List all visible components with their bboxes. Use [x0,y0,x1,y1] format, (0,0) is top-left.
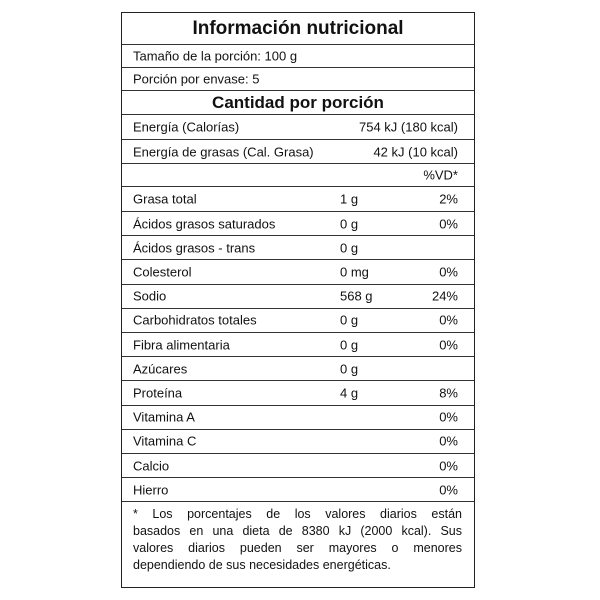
nutrient-dv: 0% [439,312,458,328]
energy-row: Energía (Calorías) 754 kJ (180 kcal) [122,115,474,140]
nutrient-name: Proteína [133,385,183,401]
nutrient-amount: 0 mg [340,264,369,280]
nutrient-amount: 0 g [340,361,359,377]
nutrient-name: Grasa total [133,191,197,207]
nutrient-row: Vitamina A 0% [122,406,474,430]
nutrient-dv: 0% [439,216,458,232]
nutrient-name: Fibra alimentaria [133,337,230,353]
energy-value: 754 kJ (180 kcal) [359,119,458,135]
nutrient-row: Sodio 568 g 24% [122,285,474,309]
nutrient-name: Ácidos grasos saturados [133,216,276,232]
nutrient-amount: 0 g [340,216,359,232]
nutrient-name: Ácidos grasos - trans [133,240,256,256]
subtitle: Cantidad por porción [212,92,384,112]
nutrient-name: Hierro [133,482,169,498]
nutrient-name: Azúcares [133,361,188,377]
nutrient-row: Hierro 0% [122,478,474,503]
nutrient-amount: 568 g [340,288,373,304]
energy-name: Energía (Calorías) [133,119,240,135]
nutrient-row: Ácidos grasos - trans 0 g [122,236,474,261]
nutrient-amount: 1 g [340,191,359,207]
fat-energy-value: 42 kJ (10 kcal) [373,144,458,159]
nutrient-dv: 0% [439,337,458,353]
nutrient-amount: 0 g [340,312,359,328]
nutrient-row: Calcio 0% [122,454,474,479]
serving-size: Tamaño de la porción: 100 g [133,48,298,64]
nutrient-row: Ácidos grasos saturados 0 g 0% [122,212,474,237]
footnote-line: basados en una dieta de 8380 kJ (2000 kc… [133,524,462,539]
nutrient-name: Sodio [133,288,167,304]
nutrient-dv: 24% [431,288,458,304]
nutrient-row: Grasa total 1 g 2% [122,187,474,212]
nutrient-row: Proteína 4 g 8% [122,381,474,406]
nutrient-dv: 0% [439,409,458,425]
nutrient-dv: 0% [439,264,458,280]
nutrient-dv: 0% [439,433,458,449]
nutrient-row: Fibra alimentaria 0 g 0% [122,333,474,358]
fat-energy-row: Energía de grasas (Cal. Grasa) 42 kJ (10 … [122,140,474,164]
nutrient-name: Vitamina A [133,409,195,425]
nutrient-name: Carbohidratos totales [133,312,257,328]
nutrition-label: Información nutricional Tamaño de la porc… [121,12,475,588]
nutrient-row: Colesterol 0 mg 0% [122,260,474,285]
servings-row: Porción por envase: 5 [122,68,474,91]
serving-row: Tamaño de la porción: 100 g [122,45,474,68]
nutrient-amount: 4 g [340,385,359,401]
nutrient-row: Vitamina C 0% [122,430,474,454]
title: Información nutricional [192,17,404,39]
subtitle-row: Cantidad por porción [122,91,474,115]
nutrient-amount: 0 g [340,240,359,256]
servings-per-container: Porción por envase: 5 [133,71,260,87]
footnote-line: valores diarios pueden ser mayores o men… [133,541,462,556]
nutrient-amount: 0 g [340,337,359,353]
nutrient-dv: 8% [439,385,458,401]
nutrient-row: Carbohidratos totales 0 g 0% [122,309,474,333]
footnote: * Los porcentajes de los valores diarios… [133,506,462,574]
nutrient-dv: 0% [439,458,458,474]
footnote-line: * Los porcentajes de los valores diarios… [133,507,462,522]
title-row: Información nutricional [122,13,474,45]
nutrient-dv: 2% [439,191,458,207]
nutrient-name: Vitamina C [133,433,197,449]
footnote-line: dependiendo de sus necesidades energétic… [133,558,391,573]
nutrient-row: Azúcares 0 g [122,357,474,382]
dv-header: %VD* [423,167,458,183]
nutrient-dv: 0% [439,482,458,498]
fat-energy-name: Energía de grasas (Cal. Grasa) [133,144,314,159]
dv-header-row: %VD* [122,164,474,187]
nutrient-name: Calcio [133,458,170,474]
nutrient-name: Colesterol [133,264,192,280]
